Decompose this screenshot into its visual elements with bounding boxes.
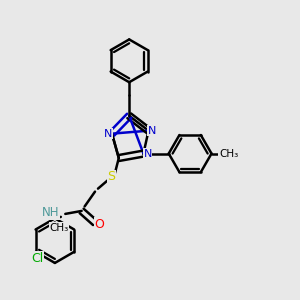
- Text: N: N: [148, 126, 156, 136]
- Text: Cl: Cl: [31, 252, 43, 265]
- Text: O: O: [94, 218, 104, 231]
- Text: S: S: [107, 170, 116, 183]
- Text: CH₃: CH₃: [50, 223, 69, 233]
- Text: N: N: [143, 148, 152, 159]
- Text: N: N: [104, 129, 112, 139]
- Text: CH₃: CH₃: [219, 148, 238, 159]
- Text: NH: NH: [42, 206, 59, 219]
